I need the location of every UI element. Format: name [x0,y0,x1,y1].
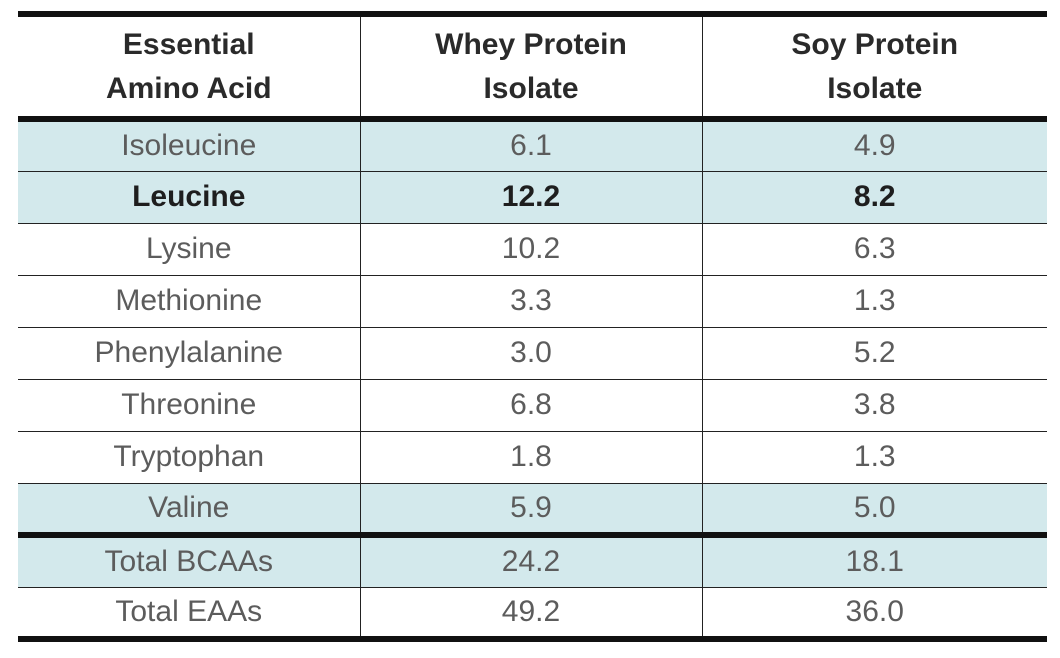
total-label-cell: Total EAAs [18,587,361,642]
amino-acid-cell: Phenylalanine [18,327,361,380]
amino-acid-cell: Threonine [18,379,361,432]
soy-value-cell: 5.2 [701,327,1047,380]
header-whey: Whey Protein Isolate [359,11,703,122]
soy-value-cell: 1.3 [701,431,1047,484]
header-amino-acid: Essential Amino Acid [18,11,361,122]
whey-value-cell: 6.8 [359,379,703,432]
table-header: Essential Amino Acid Whey Protein Isolat… [18,11,1047,122]
table-row: Isoleucine 6.1 4.9 [18,119,1047,172]
header-line: Isolate [483,71,579,105]
amino-acid-cell: Valine [18,483,361,538]
table-row: Valine 5.9 5.0 [18,483,1047,538]
whey-value-cell: 3.3 [359,275,703,328]
table-row: Tryptophan 1.8 1.3 [18,431,1047,484]
table-row: Leucine 12.2 8.2 [18,171,1047,224]
amino-acid-cell: Methionine [18,275,361,328]
header-line: Soy Protein [791,27,959,61]
soy-value-cell: 1.3 [701,275,1047,328]
amino-acid-cell: Isoleucine [18,119,361,172]
header-line: Whey Protein [435,27,627,61]
soy-value-cell: 6.3 [701,223,1047,276]
header-line: Amino Acid [105,71,272,105]
whey-value-cell: 12.2 [359,171,703,224]
whey-value-cell: 6.1 [359,119,703,172]
header-row: Essential Amino Acid Whey Protein Isolat… [18,11,1047,122]
soy-value-cell: 5.0 [701,483,1047,538]
amino-acid-cell: Tryptophan [18,431,361,484]
amino-acid-table: Essential Amino Acid Whey Protein Isolat… [18,11,1047,642]
soy-total-cell: 18.1 [701,535,1047,588]
table-row: Threonine 6.8 3.8 [18,379,1047,432]
table-row: Lysine 10.2 6.3 [18,223,1047,276]
header-line: Isolate [827,71,923,105]
total-row: Total BCAAs 24.2 18.1 [18,535,1047,588]
soy-total-cell: 36.0 [701,587,1047,642]
soy-value-cell: 3.8 [701,379,1047,432]
table-body: Isoleucine 6.1 4.9 Leucine 12.2 8.2 Lysi… [18,119,1047,642]
amino-acid-cell: Leucine [18,171,361,224]
header-soy: Soy Protein Isolate [701,11,1047,122]
whey-value-cell: 3.0 [359,327,703,380]
total-label-cell: Total BCAAs [18,535,361,588]
whey-value-cell: 5.9 [359,483,703,538]
header-line: Essential [122,27,255,61]
soy-value-cell: 4.9 [701,119,1047,172]
whey-value-cell: 10.2 [359,223,703,276]
whey-total-cell: 24.2 [359,535,703,588]
table-row: Methionine 3.3 1.3 [18,275,1047,328]
amino-acid-cell: Lysine [18,223,361,276]
whey-value-cell: 1.8 [359,431,703,484]
whey-total-cell: 49.2 [359,587,703,642]
soy-value-cell: 8.2 [701,171,1047,224]
total-row: Total EAAs 49.2 36.0 [18,587,1047,642]
table-row: Phenylalanine 3.0 5.2 [18,327,1047,380]
